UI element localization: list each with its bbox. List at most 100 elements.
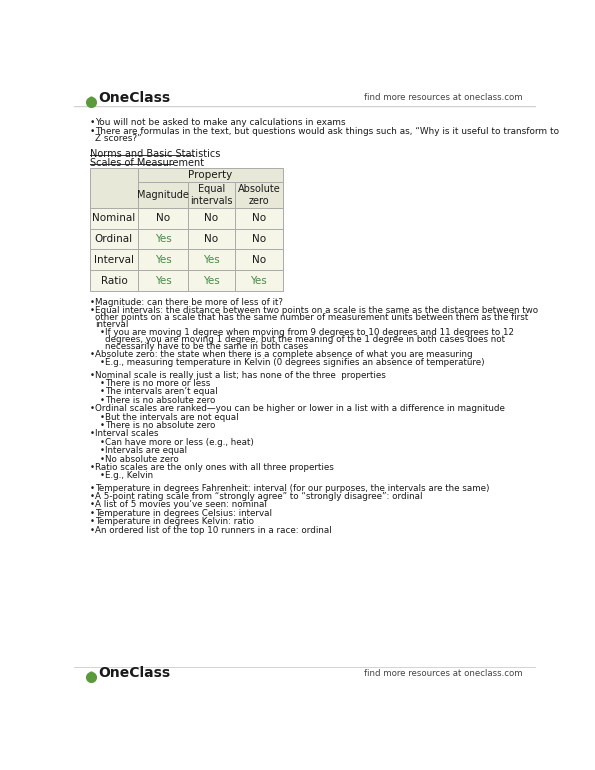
Text: find more resources at oneclass.com: find more resources at oneclass.com	[364, 93, 522, 102]
Text: Equal intervals: the distance between two points on a scale is the same as the d: Equal intervals: the distance between tw…	[95, 306, 538, 316]
Text: But the intervals are not equal: But the intervals are not equal	[105, 413, 239, 421]
FancyBboxPatch shape	[235, 229, 283, 249]
Text: •: •	[100, 396, 105, 405]
FancyBboxPatch shape	[138, 249, 188, 270]
Text: Yes: Yes	[203, 276, 220, 286]
Text: No: No	[252, 255, 266, 265]
Text: Temperature in degrees Fahrenheit: interval (for our purposes, the intervals are: Temperature in degrees Fahrenheit: inter…	[95, 484, 490, 493]
Text: There are formulas in the text, but questions would ask things such as, “Why is : There are formulas in the text, but ques…	[95, 127, 559, 136]
FancyBboxPatch shape	[138, 168, 283, 182]
Text: Yes: Yes	[203, 255, 220, 265]
Text: Yes: Yes	[155, 234, 171, 244]
Text: An ordered list of the top 10 runners in a race: ordinal: An ordered list of the top 10 runners in…	[95, 525, 332, 534]
Text: find more resources at oneclass.com: find more resources at oneclass.com	[364, 668, 522, 678]
Text: degrees, you are moving 1 degree, but the meaning of the 1 degree in both cases : degrees, you are moving 1 degree, but th…	[105, 335, 505, 344]
Text: Magnitude: Magnitude	[137, 190, 189, 199]
Text: •: •	[100, 387, 105, 397]
FancyBboxPatch shape	[188, 270, 235, 291]
Text: There is no more or less: There is no more or less	[105, 379, 211, 388]
Text: •: •	[90, 517, 95, 526]
Text: No: No	[205, 213, 218, 223]
Text: Ratio: Ratio	[101, 276, 127, 286]
Text: Ordinal: Ordinal	[95, 234, 133, 244]
Text: Absolute
zero: Absolute zero	[237, 184, 280, 206]
FancyBboxPatch shape	[188, 208, 235, 229]
Text: You will not be asked to make any calculations in exams: You will not be asked to make any calcul…	[95, 118, 346, 127]
Text: No absolute zero: No absolute zero	[105, 454, 179, 464]
Text: Interval: Interval	[94, 255, 134, 265]
Text: Norms and Basic Statistics: Norms and Basic Statistics	[90, 149, 220, 159]
Text: •: •	[90, 484, 95, 493]
Text: necessarily have to be the same in both cases: necessarily have to be the same in both …	[105, 342, 308, 350]
Text: OneClass: OneClass	[98, 91, 171, 105]
FancyBboxPatch shape	[138, 208, 188, 229]
Text: A list of 5 movies you’ve seen: nominal: A list of 5 movies you’ve seen: nominal	[95, 500, 267, 509]
Text: •: •	[90, 525, 95, 534]
Text: •: •	[100, 454, 105, 464]
Text: •: •	[100, 328, 105, 337]
Text: •: •	[90, 500, 95, 509]
Text: interval: interval	[95, 320, 129, 329]
Text: If you are moving 1 degree when moving from 9 degrees to 10 degrees and 11 degre: If you are moving 1 degree when moving f…	[105, 328, 514, 337]
Text: •: •	[90, 492, 95, 501]
Text: Nominal: Nominal	[92, 213, 136, 223]
FancyBboxPatch shape	[90, 168, 138, 208]
FancyBboxPatch shape	[188, 249, 235, 270]
Text: Intervals are equal: Intervals are equal	[105, 446, 187, 455]
Text: •: •	[100, 446, 105, 455]
Text: Nominal scale is really just a list; has none of the three  properties: Nominal scale is really just a list; has…	[95, 370, 386, 380]
Text: •: •	[90, 298, 95, 307]
Text: •: •	[100, 437, 105, 447]
Text: No: No	[205, 234, 218, 244]
FancyBboxPatch shape	[235, 270, 283, 291]
Text: Equal
intervals: Equal intervals	[190, 184, 233, 206]
FancyBboxPatch shape	[138, 182, 188, 208]
Text: E.g., measuring temperature in Kelvin (0 degrees signifies an absence of tempera: E.g., measuring temperature in Kelvin (0…	[105, 358, 485, 367]
FancyBboxPatch shape	[235, 182, 283, 208]
Text: •: •	[90, 306, 95, 316]
Text: The intervals aren’t equal: The intervals aren’t equal	[105, 387, 218, 397]
FancyBboxPatch shape	[188, 229, 235, 249]
Text: Temperature in degrees Celsius: interval: Temperature in degrees Celsius: interval	[95, 509, 273, 517]
FancyBboxPatch shape	[90, 270, 138, 291]
Text: •: •	[100, 421, 105, 430]
Text: Can have more or less (e.g., heat): Can have more or less (e.g., heat)	[105, 437, 254, 447]
Text: •: •	[90, 118, 95, 127]
FancyBboxPatch shape	[188, 182, 235, 208]
Text: Yes: Yes	[155, 276, 171, 286]
Text: Absolute zero: the state when there is a complete absence of what you are measur: Absolute zero: the state when there is a…	[95, 350, 473, 359]
Text: •: •	[100, 379, 105, 388]
Text: Scales of Measurement: Scales of Measurement	[90, 158, 204, 168]
FancyBboxPatch shape	[90, 249, 138, 270]
FancyBboxPatch shape	[90, 229, 138, 249]
Text: •: •	[90, 350, 95, 359]
Text: There is no absolute zero: There is no absolute zero	[105, 421, 216, 430]
Text: •: •	[90, 127, 95, 136]
FancyBboxPatch shape	[138, 270, 188, 291]
Text: There is no absolute zero: There is no absolute zero	[105, 396, 216, 405]
Text: •: •	[100, 413, 105, 421]
FancyBboxPatch shape	[138, 229, 188, 249]
Text: A 5-point rating scale from “strongly agree” to “strongly disagree”: ordinal: A 5-point rating scale from “strongly ag…	[95, 492, 423, 501]
Text: No: No	[156, 213, 170, 223]
Text: Z scores?”: Z scores?”	[95, 134, 142, 143]
FancyBboxPatch shape	[90, 208, 138, 229]
Text: Interval scales: Interval scales	[95, 430, 159, 438]
Text: Magnitude: can there be more of less of it?: Magnitude: can there be more of less of …	[95, 298, 283, 307]
Text: other points on a scale that has the same number of measurement units between th: other points on a scale that has the sam…	[95, 313, 528, 322]
Text: No: No	[252, 213, 266, 223]
Text: •: •	[100, 471, 105, 480]
Text: •: •	[90, 463, 95, 472]
Text: •: •	[90, 370, 95, 380]
Text: Ratio scales are the only ones with all three properties: Ratio scales are the only ones with all …	[95, 463, 334, 472]
Text: •: •	[90, 509, 95, 517]
Text: Property: Property	[188, 170, 233, 179]
Text: OneClass: OneClass	[98, 666, 171, 680]
Text: Temperature in degrees Kelvin: ratio: Temperature in degrees Kelvin: ratio	[95, 517, 254, 526]
Text: Yes: Yes	[250, 276, 267, 286]
Text: E.g., Kelvin: E.g., Kelvin	[105, 471, 154, 480]
Text: Ordinal scales are ranked—you can be higher or lower in a list with a difference: Ordinal scales are ranked—you can be hig…	[95, 404, 505, 413]
Text: •: •	[90, 404, 95, 413]
Text: •: •	[100, 358, 105, 367]
Text: •: •	[90, 430, 95, 438]
